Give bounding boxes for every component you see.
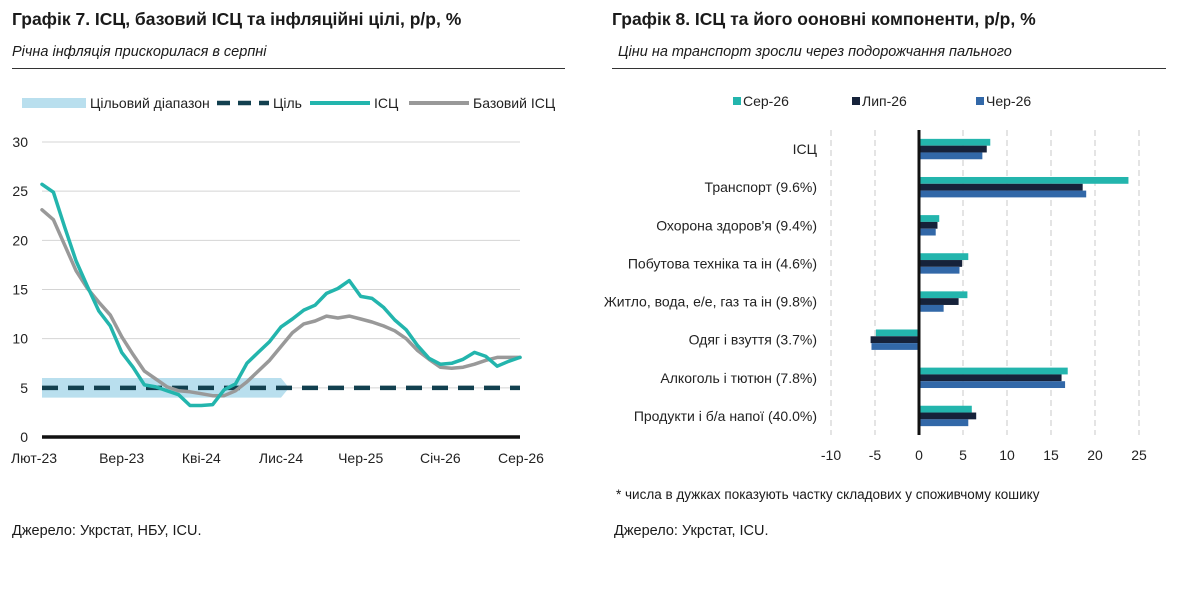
y-tick-label: 0 [20,429,28,445]
chart-source: Джерело: Укрстат, НБУ, ICU. [12,523,202,539]
x-tick-label: 20 [1087,447,1103,463]
x-tick-label: 0 [915,447,923,463]
bar [919,215,940,222]
bar [919,221,938,229]
chart-title: Графік 7. ІСЦ, базовий ІСЦ та інфляційні… [12,9,462,29]
y-tick-label: 25 [12,183,28,199]
bar [919,190,1087,198]
bar [919,152,983,160]
title-divider [612,68,1166,69]
legend-target-label: Ціль [273,95,302,111]
chart-subtitle: Річна інфляція прискорилася в серпні [12,44,267,60]
x-tick-label: -5 [869,447,882,463]
category-label: Побутова техніка та ін (4.6%) [628,255,817,271]
bar [919,253,969,261]
core-cpi-line [40,208,522,398]
x-tick-label: Лют-23 [11,450,57,466]
bar [871,343,919,350]
category-label: Алкоголь і тютюн (7.8%) [660,370,817,386]
bar [919,266,960,274]
x-tick-label: Сер-26 [498,450,544,466]
x-tick-label: 5 [959,447,967,463]
bar-chart-canvas: -10 -5 0 5 10 15 20 25 ІСЦ Транспорт (9.6%) Охорон… [604,93,1147,463]
y-tick-label: 20 [12,232,28,248]
x-tick-label: Січ-26 [420,450,461,466]
legend-swatch [976,97,984,105]
category-label: Охорона здоров'я (9.4%) [656,217,817,233]
legend-core-cpi-label: Базовий ІСЦ [473,95,556,111]
bar [919,419,969,427]
x-tick-label: Чер-25 [338,450,383,466]
legend-label: Лип-26 [862,93,907,109]
legend-swatch [733,97,741,105]
bar [919,298,959,305]
y-tick-label: 5 [20,380,28,396]
category-label: Продукти і б/а напої (40.0%) [634,408,817,424]
chart-panel-cpi: Графік 7. ІСЦ, базовий ІСЦ та інфляційні… [11,0,567,601]
cpi-line [40,182,522,408]
bar [875,329,919,337]
bar [919,228,936,236]
x-tick-label: 15 [1043,447,1059,463]
legend-cpi-label: ІСЦ [374,95,399,111]
x-tick-label: 10 [999,447,1015,463]
bar [919,374,1062,382]
x-tick-label: Кві-24 [182,450,221,466]
legend-swatch [852,97,860,105]
legend-target-range-swatch [22,98,86,108]
legend-target-range-label: Цільовий діапазон [90,95,210,111]
bar [919,405,972,413]
chart-footnote: * числа в дужках показують частку складо… [616,487,1040,502]
y-tick-label: 15 [12,282,28,298]
bar [919,145,987,153]
x-tick-label: 25 [1131,447,1147,463]
category-label: Транспорт (9.6%) [705,179,817,195]
chart-source: Джерело: Укрстат, ICU. [614,523,769,539]
line-chart-canvas: 0 5 10 15 20 25 30 Лют-23 Вер-23 Кві-24 Лис-24 Чер-… [11,95,556,466]
bar [919,260,963,267]
x-tick-label: Вер-23 [99,450,144,466]
category-label: Житло, вода, е/е, газ та ін (9.8%) [604,294,817,310]
bar [919,412,977,420]
bar [919,176,1129,184]
bar [919,138,991,146]
legend-label: Чер-26 [986,93,1031,109]
bar [919,381,1066,389]
bar [919,291,968,299]
bar [919,367,1068,375]
category-label: Одяг і взуття (3.7%) [689,332,817,348]
category-label: ІСЦ [793,141,818,157]
x-tick-label: -10 [821,447,841,463]
chart-title: Графік 8. ІСЦ та його ооновні компоненти… [612,9,1036,29]
x-tick-label: Лис-24 [259,450,303,466]
bar [870,336,919,344]
title-divider [12,68,565,69]
chart-panel-components: Графік 8. ІСЦ та його ооновні компоненти… [604,0,1172,601]
y-tick-label: 10 [12,331,28,347]
bar [919,183,1083,191]
y-tick-label: 30 [12,134,28,150]
bar [919,304,944,312]
chart-subtitle: Ціни на транспорт зросли через подорожча… [618,44,1012,60]
legend-label: Сер-26 [743,93,789,109]
